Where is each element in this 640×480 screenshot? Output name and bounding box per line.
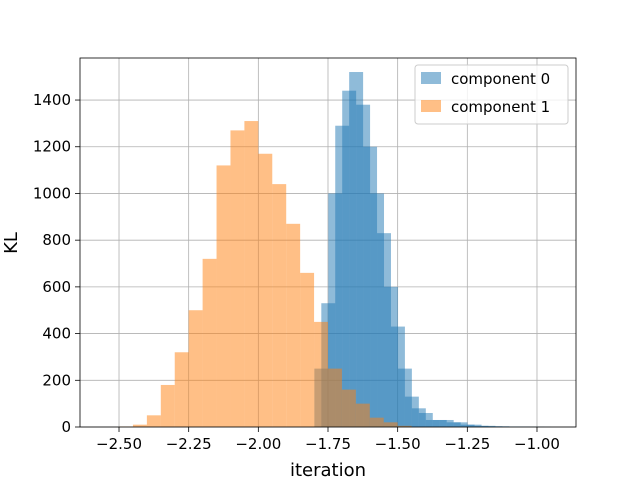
histogram-bar-component-1 <box>160 384 175 427</box>
histogram-bar-component-1 <box>272 184 287 427</box>
y-axis-title: KL <box>1 232 22 254</box>
x-axis-title: iteration <box>290 460 366 480</box>
x-tick-label: −2.00 <box>235 435 281 453</box>
legend-label-component-1: component 1 <box>451 98 550 116</box>
y-tick-label: 1000 <box>33 184 71 202</box>
y-tick-label: 400 <box>42 325 71 343</box>
histogram-bar-component-0 <box>453 422 468 427</box>
ticks-layer: −2.50 −2.25 −2.00 −1.75 −1.50 −1.25 −1.00 0 200 4… <box>33 91 560 453</box>
legend: component 0 component 1 <box>414 64 569 125</box>
x-tick-label: −1.00 <box>514 435 560 453</box>
histogram-bar-component-1 <box>230 130 245 427</box>
legend-box <box>414 64 569 125</box>
x-tick-label: −1.75 <box>305 435 351 453</box>
x-tick-label: −1.25 <box>444 435 490 453</box>
histogram-bar-component-1 <box>132 424 147 427</box>
histogram-bar-component-1 <box>341 389 356 427</box>
histogram-bar-component-1 <box>369 417 384 427</box>
y-tick-label: 1200 <box>33 138 71 156</box>
histogram-bar-component-1 <box>300 272 315 427</box>
y-tick-label: 200 <box>42 371 71 389</box>
histogram-bar-component-1 <box>328 368 342 427</box>
x-tick-label: −2.50 <box>96 435 142 453</box>
histogram-bar-component-1 <box>355 403 370 427</box>
legend-label-component-0: component 0 <box>451 70 550 88</box>
x-tick-label: −1.50 <box>375 435 421 453</box>
histogram-bar-component-1 <box>244 121 259 428</box>
y-tick-label: 800 <box>42 231 71 249</box>
histogram-bar-component-1 <box>286 223 301 427</box>
y-tick-label: 0 <box>61 418 71 436</box>
y-tick-label: 600 <box>42 278 71 296</box>
legend-swatch-component-1 <box>421 100 441 112</box>
legend-swatch-component-0 <box>421 72 441 84</box>
histogram-bar-component-1 <box>188 310 203 427</box>
x-tick-label: −2.25 <box>166 435 212 453</box>
histogram-bar-component-1 <box>397 425 412 427</box>
histogram-bar-component-1 <box>146 415 161 427</box>
histogram-bar-component-1 <box>174 352 189 427</box>
histogram-bar-component-1 <box>314 321 328 427</box>
histogram-bar-component-0 <box>425 419 440 427</box>
histogram-bar-component-1 <box>258 153 273 427</box>
y-tick-label: 1400 <box>33 91 71 109</box>
histogram-bar-component-1 <box>202 258 217 427</box>
histogram-bar-component-1 <box>383 422 398 427</box>
bars-layer <box>119 72 552 428</box>
histogram-bar-component-1 <box>216 165 231 428</box>
